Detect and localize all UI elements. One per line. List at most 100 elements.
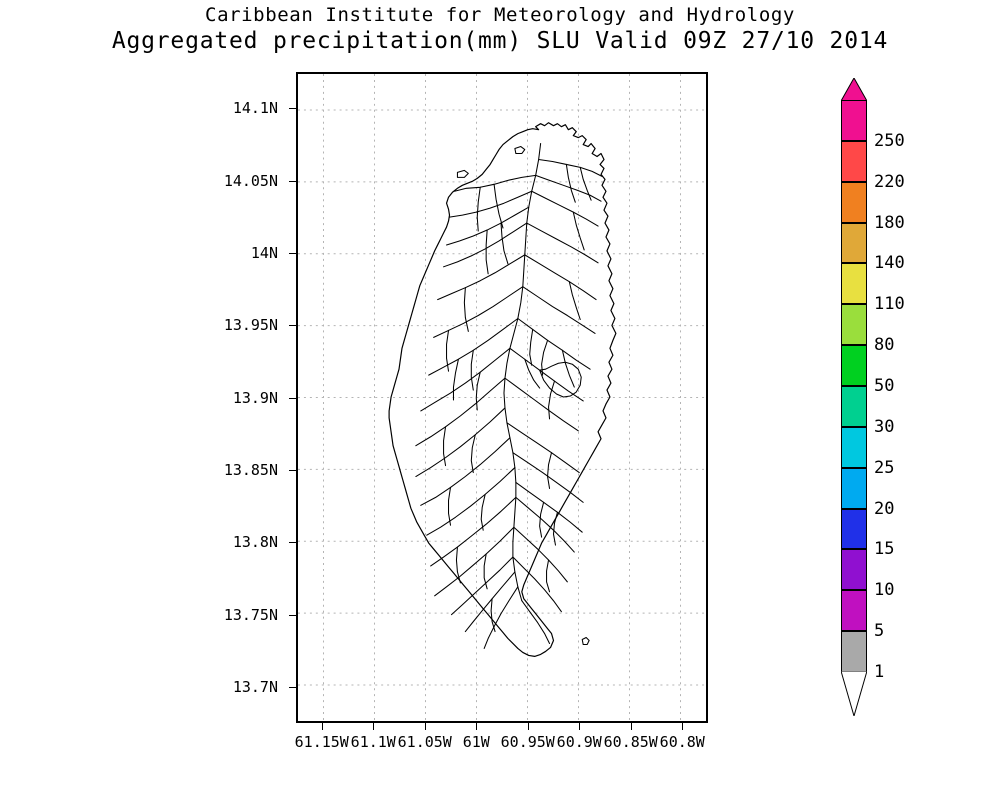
y-tick-label: 13.7N bbox=[232, 677, 278, 696]
y-tick-mark bbox=[289, 252, 296, 254]
y-tick-mark bbox=[289, 614, 296, 616]
coastline bbox=[388, 122, 617, 657]
colorbar-tick-label: 50 bbox=[874, 376, 895, 396]
x-tick-label: 60.9W bbox=[556, 733, 602, 751]
offshore-islet bbox=[581, 636, 590, 645]
colorbar-band[interactable] bbox=[841, 549, 867, 591]
colorbar-band[interactable] bbox=[841, 590, 867, 632]
y-tick-mark bbox=[289, 469, 296, 471]
watershed-e-4 bbox=[526, 222, 599, 264]
subbasin-21 bbox=[529, 328, 534, 366]
x-tick-label: 61.05W bbox=[397, 733, 452, 751]
y-tick-label: 13.85N bbox=[223, 460, 278, 479]
x-tick-mark bbox=[527, 723, 529, 730]
colorbar-band[interactable] bbox=[841, 345, 867, 386]
subbasin-8 bbox=[448, 486, 452, 526]
colorbar-band[interactable] bbox=[841, 304, 867, 346]
subbasin-10 bbox=[565, 163, 576, 203]
colorbar-tick-label: 180 bbox=[874, 212, 905, 233]
watershed-e-12 bbox=[515, 481, 583, 533]
watershed-w-6 bbox=[433, 286, 524, 338]
colorbar-band[interactable] bbox=[841, 508, 867, 550]
subbasin-11 bbox=[572, 211, 585, 251]
subbasin-20 bbox=[541, 339, 549, 376]
colorbar-tick-label: 5 bbox=[874, 621, 885, 642]
colorbar-top-arrow bbox=[840, 76, 868, 102]
watershed-w-3 bbox=[446, 206, 530, 246]
colorbar-band[interactable] bbox=[841, 100, 867, 141]
colorbar-band[interactable] bbox=[841, 386, 867, 427]
x-tick-label: 60.95W bbox=[500, 733, 555, 751]
x-tick-mark bbox=[579, 723, 581, 730]
colorbar-tick-label: 20 bbox=[874, 498, 895, 519]
x-tick-mark bbox=[476, 723, 478, 730]
colorbar-tick-label: 110 bbox=[874, 294, 905, 315]
y-tick-label: 13.75N bbox=[223, 605, 278, 624]
colorbar-tick-label: 1 bbox=[874, 662, 885, 682]
north-islet-b bbox=[456, 169, 469, 178]
y-tick-mark bbox=[289, 108, 296, 110]
saint-lucia-map bbox=[388, 122, 617, 657]
subbasin-7 bbox=[443, 426, 447, 467]
subbasin-16 bbox=[539, 501, 545, 538]
colorbar-tick-label: 25 bbox=[874, 457, 895, 478]
colorbar-band[interactable] bbox=[841, 181, 867, 223]
watershed-e-13 bbox=[515, 496, 575, 553]
subbasin-18 bbox=[524, 358, 541, 389]
watershed-w-2 bbox=[448, 190, 533, 218]
watershed-w-7 bbox=[428, 317, 519, 376]
subbasin-19 bbox=[579, 166, 592, 201]
watershed-w-11 bbox=[420, 437, 511, 506]
x-tick-label: 60.8W bbox=[659, 733, 705, 751]
watershed-e-16 bbox=[521, 600, 551, 645]
colorbar-band[interactable] bbox=[841, 263, 867, 305]
map-plot-area[interactable] bbox=[296, 72, 708, 723]
y-tick-mark bbox=[289, 542, 296, 544]
grid-lines bbox=[298, 74, 706, 721]
colorbar-band[interactable] bbox=[841, 631, 867, 672]
y-tick-label: 13.95N bbox=[223, 316, 278, 335]
y-tick-mark bbox=[289, 686, 296, 688]
watershed-e-9 bbox=[504, 377, 579, 432]
watershed-w-14 bbox=[434, 526, 515, 597]
x-tick-mark bbox=[630, 723, 632, 730]
watershed-w-16 bbox=[464, 571, 516, 633]
colorbar-band[interactable] bbox=[841, 467, 867, 509]
x-tick-mark bbox=[321, 723, 323, 730]
y-tick-mark bbox=[289, 397, 296, 399]
watershed-w-17 bbox=[483, 586, 519, 649]
x-tick-label: 60.85W bbox=[603, 733, 658, 751]
subbasin-22 bbox=[500, 222, 509, 265]
watershed-w-10 bbox=[415, 407, 506, 478]
watershed-e-10 bbox=[506, 422, 580, 474]
colorbar-band[interactable] bbox=[841, 140, 867, 182]
colorbar-band[interactable] bbox=[841, 426, 867, 468]
colorbar-tick-label: 250 bbox=[874, 130, 905, 151]
colorbar-tick-label: 15 bbox=[874, 539, 895, 560]
subbasin-6 bbox=[452, 358, 459, 401]
watershed-e-11 bbox=[512, 452, 584, 503]
subbasin-25 bbox=[470, 434, 476, 474]
watershed-w-15 bbox=[450, 556, 514, 616]
colorbar-bottom-arrow bbox=[840, 670, 868, 718]
colorbar[interactable] bbox=[841, 100, 867, 672]
watershed-e-1 bbox=[538, 158, 603, 177]
subbasin-3 bbox=[485, 229, 489, 275]
colorbar-tick-label: 30 bbox=[874, 416, 895, 437]
colorbar-tick-label: 80 bbox=[874, 335, 895, 356]
subbasin-2 bbox=[476, 186, 481, 232]
watershed-e-3 bbox=[531, 190, 599, 227]
y-tick-mark bbox=[289, 180, 296, 182]
subbasin-13 bbox=[561, 349, 575, 388]
watershed-w-12 bbox=[426, 467, 516, 536]
y-tick-label: 14.05N bbox=[223, 171, 278, 190]
watershed-e-5 bbox=[524, 254, 597, 301]
colorbar-band[interactable] bbox=[841, 222, 867, 264]
watershed-e-6 bbox=[522, 286, 596, 334]
chart-title: Aggregated precipitation(mm) SLU Valid 0… bbox=[111, 28, 889, 54]
colorbar-tick-label: 10 bbox=[874, 580, 895, 601]
subbasin-15 bbox=[547, 452, 553, 489]
watershed-w-8 bbox=[420, 347, 511, 412]
subbasin-17 bbox=[539, 361, 582, 398]
subbasin-23 bbox=[470, 349, 474, 391]
